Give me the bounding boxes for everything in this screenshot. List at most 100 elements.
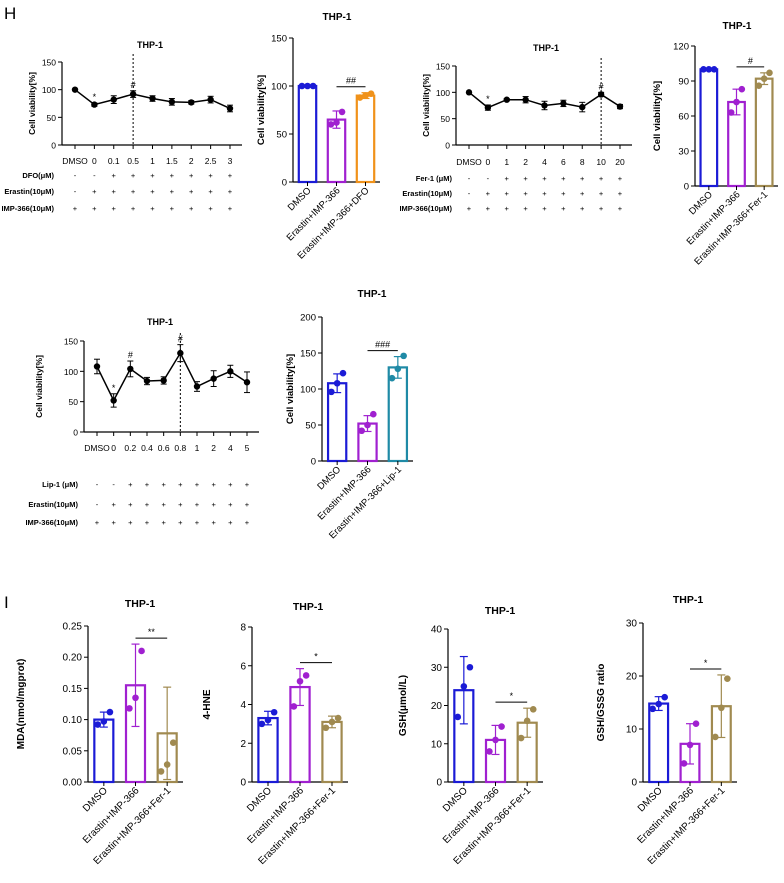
condition-sign: + [111,518,116,527]
bar [355,94,376,184]
y-tick-label: 2 [240,739,246,750]
hne_bar-axes: 0 2 4 6 8 THP-1 4-HNE [202,601,348,789]
data-point [168,98,176,106]
data-point [655,700,662,708]
x-tick-label: DMSO [245,785,274,814]
y-tick-label: 40 [431,625,443,636]
condition-sign: + [128,500,133,509]
data-point [127,365,134,373]
mda_bar-bars: DMSOErastin+IMP-366Erastin+IMP-366+Fer-1… [81,627,178,867]
chart-title: THP-1 [125,598,155,610]
x-tick-label: 0.4 [141,443,153,453]
condition-sign: + [112,187,117,196]
data-point [264,716,272,724]
data-point [296,677,304,685]
y-tick-label: 10 [431,739,443,750]
condition-sign: + [561,174,566,183]
condition-sign: + [128,480,133,489]
data-point [126,705,133,712]
data-point [484,104,492,111]
data-point [163,761,171,768]
data-point [302,672,310,679]
series-line [96,351,248,403]
x-tick-label: Erastin+IMP-366 [245,785,306,846]
dfo_line-series: DMSO 0 0.1 0.5 1 1.5 2 2.5 3 * # DFO(μM) - - + + + + + + + Er… [1,54,234,213]
significance-mark: # [748,56,753,66]
data-point [529,706,537,713]
condition-sign: + [486,204,491,213]
condition-sign: + [599,174,604,183]
x-tick-label: Erastin+IMP-366 [316,464,374,522]
data-point [486,748,493,755]
data-point [309,82,317,90]
y-tick-label: 150 [300,349,316,360]
data-point [322,724,330,732]
x-tick-label: 4 [542,157,547,167]
y-tick-label: 0 [445,141,450,151]
significance-mark: * [486,94,490,104]
data-point [541,102,548,109]
y-tick-label: 30 [678,147,689,158]
condition-sign: + [150,171,155,180]
condition-label: Erastin(10μM) [402,189,452,198]
significance-mark: ** [148,627,156,637]
condition-sign: + [128,518,133,527]
data-point [560,100,567,107]
data-point [498,723,505,730]
data-point [110,96,117,103]
dfo_line-axes: 0 50 100 150 THP-1 Cell viability[%] [27,40,242,151]
condition-label: DFO(μM) [22,171,54,180]
panel-label-h: H [4,4,16,23]
y-tick-label: 4 [240,700,246,711]
chart-title: THP-1 [147,317,173,327]
x-tick-label: 20 [615,157,625,167]
mda_bar-axes: 0.00 0.05 0.10 0.15 0.20 0.25 THP-1 MDA(nmol/mg… [16,598,183,789]
condition-sign: + [245,480,250,489]
x-tick-label: Erastin+IMP-366 [441,785,502,846]
y-axis-label: 4-HNE [202,689,213,719]
significance-mark: # [178,334,183,344]
condition-sign: - [96,480,99,489]
y-tick-label: 0.25 [63,622,83,633]
condition-sign: + [161,500,166,509]
y-tick-label: 20 [626,672,638,683]
data-point [766,69,773,77]
x-tick-label: 4 [228,443,233,453]
data-point [692,720,700,727]
x-tick-label: 2 [189,156,194,166]
data-point [143,377,151,385]
condition-sign: - [468,189,471,198]
y-axis-label: Cell viability[%] [652,81,663,151]
condition-sign: + [195,518,200,527]
condition-sign: + [211,500,216,509]
condition-sign: + [599,204,604,213]
chart-title: THP-1 [723,21,752,32]
y-tick-label: 0.00 [63,778,83,789]
condition-sign: + [112,204,117,213]
condition-sign: - [74,171,77,180]
hne_bar-bars: DMSOErastin+IMP-366Erastin+IMP-366+Fer-1… [245,652,343,867]
data-point [522,96,529,103]
condition-sign: + [111,500,116,509]
data-point [226,105,234,112]
condition-sign: + [208,187,213,196]
fer_bar-axes: 0 30 60 90 120 THP-1 Cell viability[%] [652,21,778,193]
condition-sign: + [505,204,510,213]
data-point [760,75,768,82]
y-tick-label: 100 [64,367,78,377]
y-tick-label: 0 [51,141,56,151]
condition-sign: + [228,480,233,489]
condition-sign: + [178,518,183,527]
y-tick-label: 0.10 [63,715,83,726]
data-point [227,368,234,375]
x-tick-label: 2 [211,443,216,453]
condition-sign: - [96,500,99,509]
y-tick-label: 0 [631,778,637,789]
condition-sign: + [561,204,566,213]
data-point [616,103,624,110]
fer_bar-bars: DMSOErastin+IMP-366Erastin+IMP-366+Fer-1… [685,56,774,267]
condition-sign: + [523,189,528,198]
data-point [579,103,586,111]
significance-mark: # [131,80,136,90]
